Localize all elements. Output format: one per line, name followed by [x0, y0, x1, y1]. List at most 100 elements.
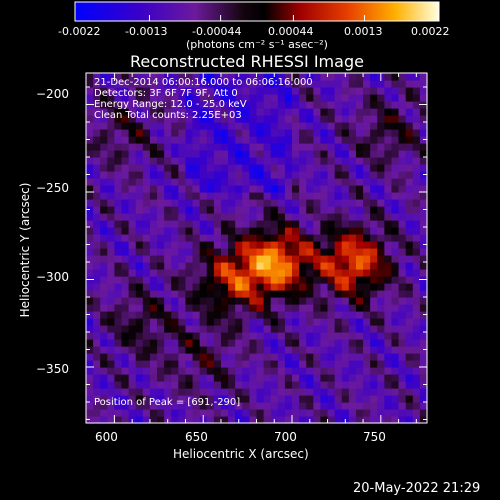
heatmap-cell — [299, 283, 307, 291]
heatmap-cell — [235, 150, 243, 158]
heatmap-cell — [306, 178, 314, 186]
heatmap-cell — [270, 409, 279, 417]
heatmap-cell — [149, 283, 158, 291]
heatmap-cell — [270, 101, 279, 109]
heatmap-cell — [185, 374, 194, 382]
heatmap-cell — [220, 192, 229, 200]
heatmap-cell — [327, 185, 336, 193]
heatmap-cell — [320, 304, 329, 312]
heatmap-cell — [199, 332, 208, 340]
heatmap-cell — [263, 87, 272, 95]
heatmap-cell — [206, 164, 215, 172]
heatmap-cell — [313, 227, 322, 235]
heatmap-cell — [327, 220, 336, 228]
heatmap-cell — [149, 108, 158, 116]
heatmap-cell — [114, 94, 123, 102]
heatmap-cell — [220, 220, 229, 228]
heatmap-cell — [292, 367, 300, 375]
heatmap-cell — [142, 129, 151, 137]
heatmap-cell — [412, 80, 421, 88]
heatmap-cell — [284, 262, 293, 270]
heatmap-cell — [242, 108, 250, 116]
heatmap-cell — [135, 157, 144, 165]
heatmap-cell — [135, 220, 144, 228]
heatmap-cell — [363, 353, 371, 361]
heatmap-cell — [93, 241, 101, 249]
heatmap-cell — [419, 388, 428, 396]
heatmap-cell — [405, 262, 414, 270]
heatmap-cell — [157, 388, 165, 396]
heatmap-cell — [157, 311, 165, 319]
heatmap-cell — [86, 150, 94, 158]
heatmap-cell — [391, 220, 400, 228]
heatmap-cell — [405, 192, 414, 200]
heatmap-cell — [228, 353, 236, 361]
heatmap-cell — [249, 234, 258, 242]
heatmap-cell — [121, 185, 130, 193]
heatmap-cell — [121, 416, 130, 424]
heatmap-cell — [355, 360, 364, 368]
heatmap-cell — [178, 332, 187, 340]
heatmap-cell — [412, 227, 421, 235]
heatmap-cell — [121, 150, 130, 158]
heatmap-cell — [391, 185, 400, 193]
heatmap-cell — [284, 339, 293, 347]
heatmap-cell — [135, 388, 144, 396]
heatmap-cell — [199, 346, 208, 354]
heatmap-cell — [220, 339, 229, 347]
heatmap-cell — [206, 185, 215, 193]
heatmap-cell — [249, 346, 258, 354]
heatmap-cell — [135, 402, 144, 410]
heatmap-cell — [185, 297, 194, 305]
heatmap-cell — [228, 143, 236, 151]
heatmap-cell — [178, 318, 187, 326]
heatmap-cell — [363, 276, 371, 284]
heatmap-cell — [220, 290, 229, 298]
heatmap-cell — [306, 353, 314, 361]
heatmap-cell — [100, 353, 108, 361]
heatmap-cell — [398, 290, 407, 298]
heatmap-cell — [171, 283, 179, 291]
heatmap-cell — [419, 234, 428, 242]
heatmap-cell — [228, 178, 236, 186]
heatmap-cell — [348, 101, 357, 109]
heatmap-cell — [299, 248, 307, 256]
heatmap-cell — [107, 325, 116, 333]
heatmap-cell — [93, 353, 101, 361]
heatmap-cell — [412, 87, 421, 95]
heatmap-cell — [277, 206, 286, 214]
heatmap-cell — [384, 108, 393, 116]
heatmap-cell — [284, 227, 293, 235]
heatmap-cell — [235, 318, 243, 326]
heatmap-cell — [355, 409, 364, 417]
heatmap-cell — [185, 185, 194, 193]
heatmap-cell — [370, 136, 378, 144]
heatmap-cell — [185, 206, 194, 214]
heatmap-cell — [213, 374, 222, 382]
heatmap-cell — [412, 290, 421, 298]
heatmap-cell — [235, 346, 243, 354]
heatmap-cell — [292, 339, 300, 347]
heatmap-cell — [384, 157, 393, 165]
heatmap-cell — [405, 395, 414, 403]
heatmap-cell — [299, 395, 307, 403]
heatmap-cell — [249, 157, 258, 165]
heatmap-cell — [149, 164, 158, 172]
heatmap-cell — [114, 178, 123, 186]
heatmap-cell — [284, 108, 293, 116]
heatmap-cell — [192, 416, 201, 424]
heatmap-cell — [256, 234, 265, 242]
heatmap-cell — [228, 332, 236, 340]
heatmap-cell — [199, 374, 208, 382]
heatmap-cell — [313, 101, 322, 109]
heatmap-cell — [86, 192, 94, 200]
heatmap-cell — [114, 353, 123, 361]
heatmap-cell — [86, 248, 94, 256]
heatmap-cell — [128, 276, 137, 284]
heatmap-cell — [334, 346, 343, 354]
heatmap-cell — [284, 269, 293, 277]
heatmap-cell — [121, 213, 130, 221]
heatmap-cell — [171, 199, 179, 207]
x-tick-label: 600 — [95, 430, 118, 444]
heatmap-cell — [228, 234, 236, 242]
